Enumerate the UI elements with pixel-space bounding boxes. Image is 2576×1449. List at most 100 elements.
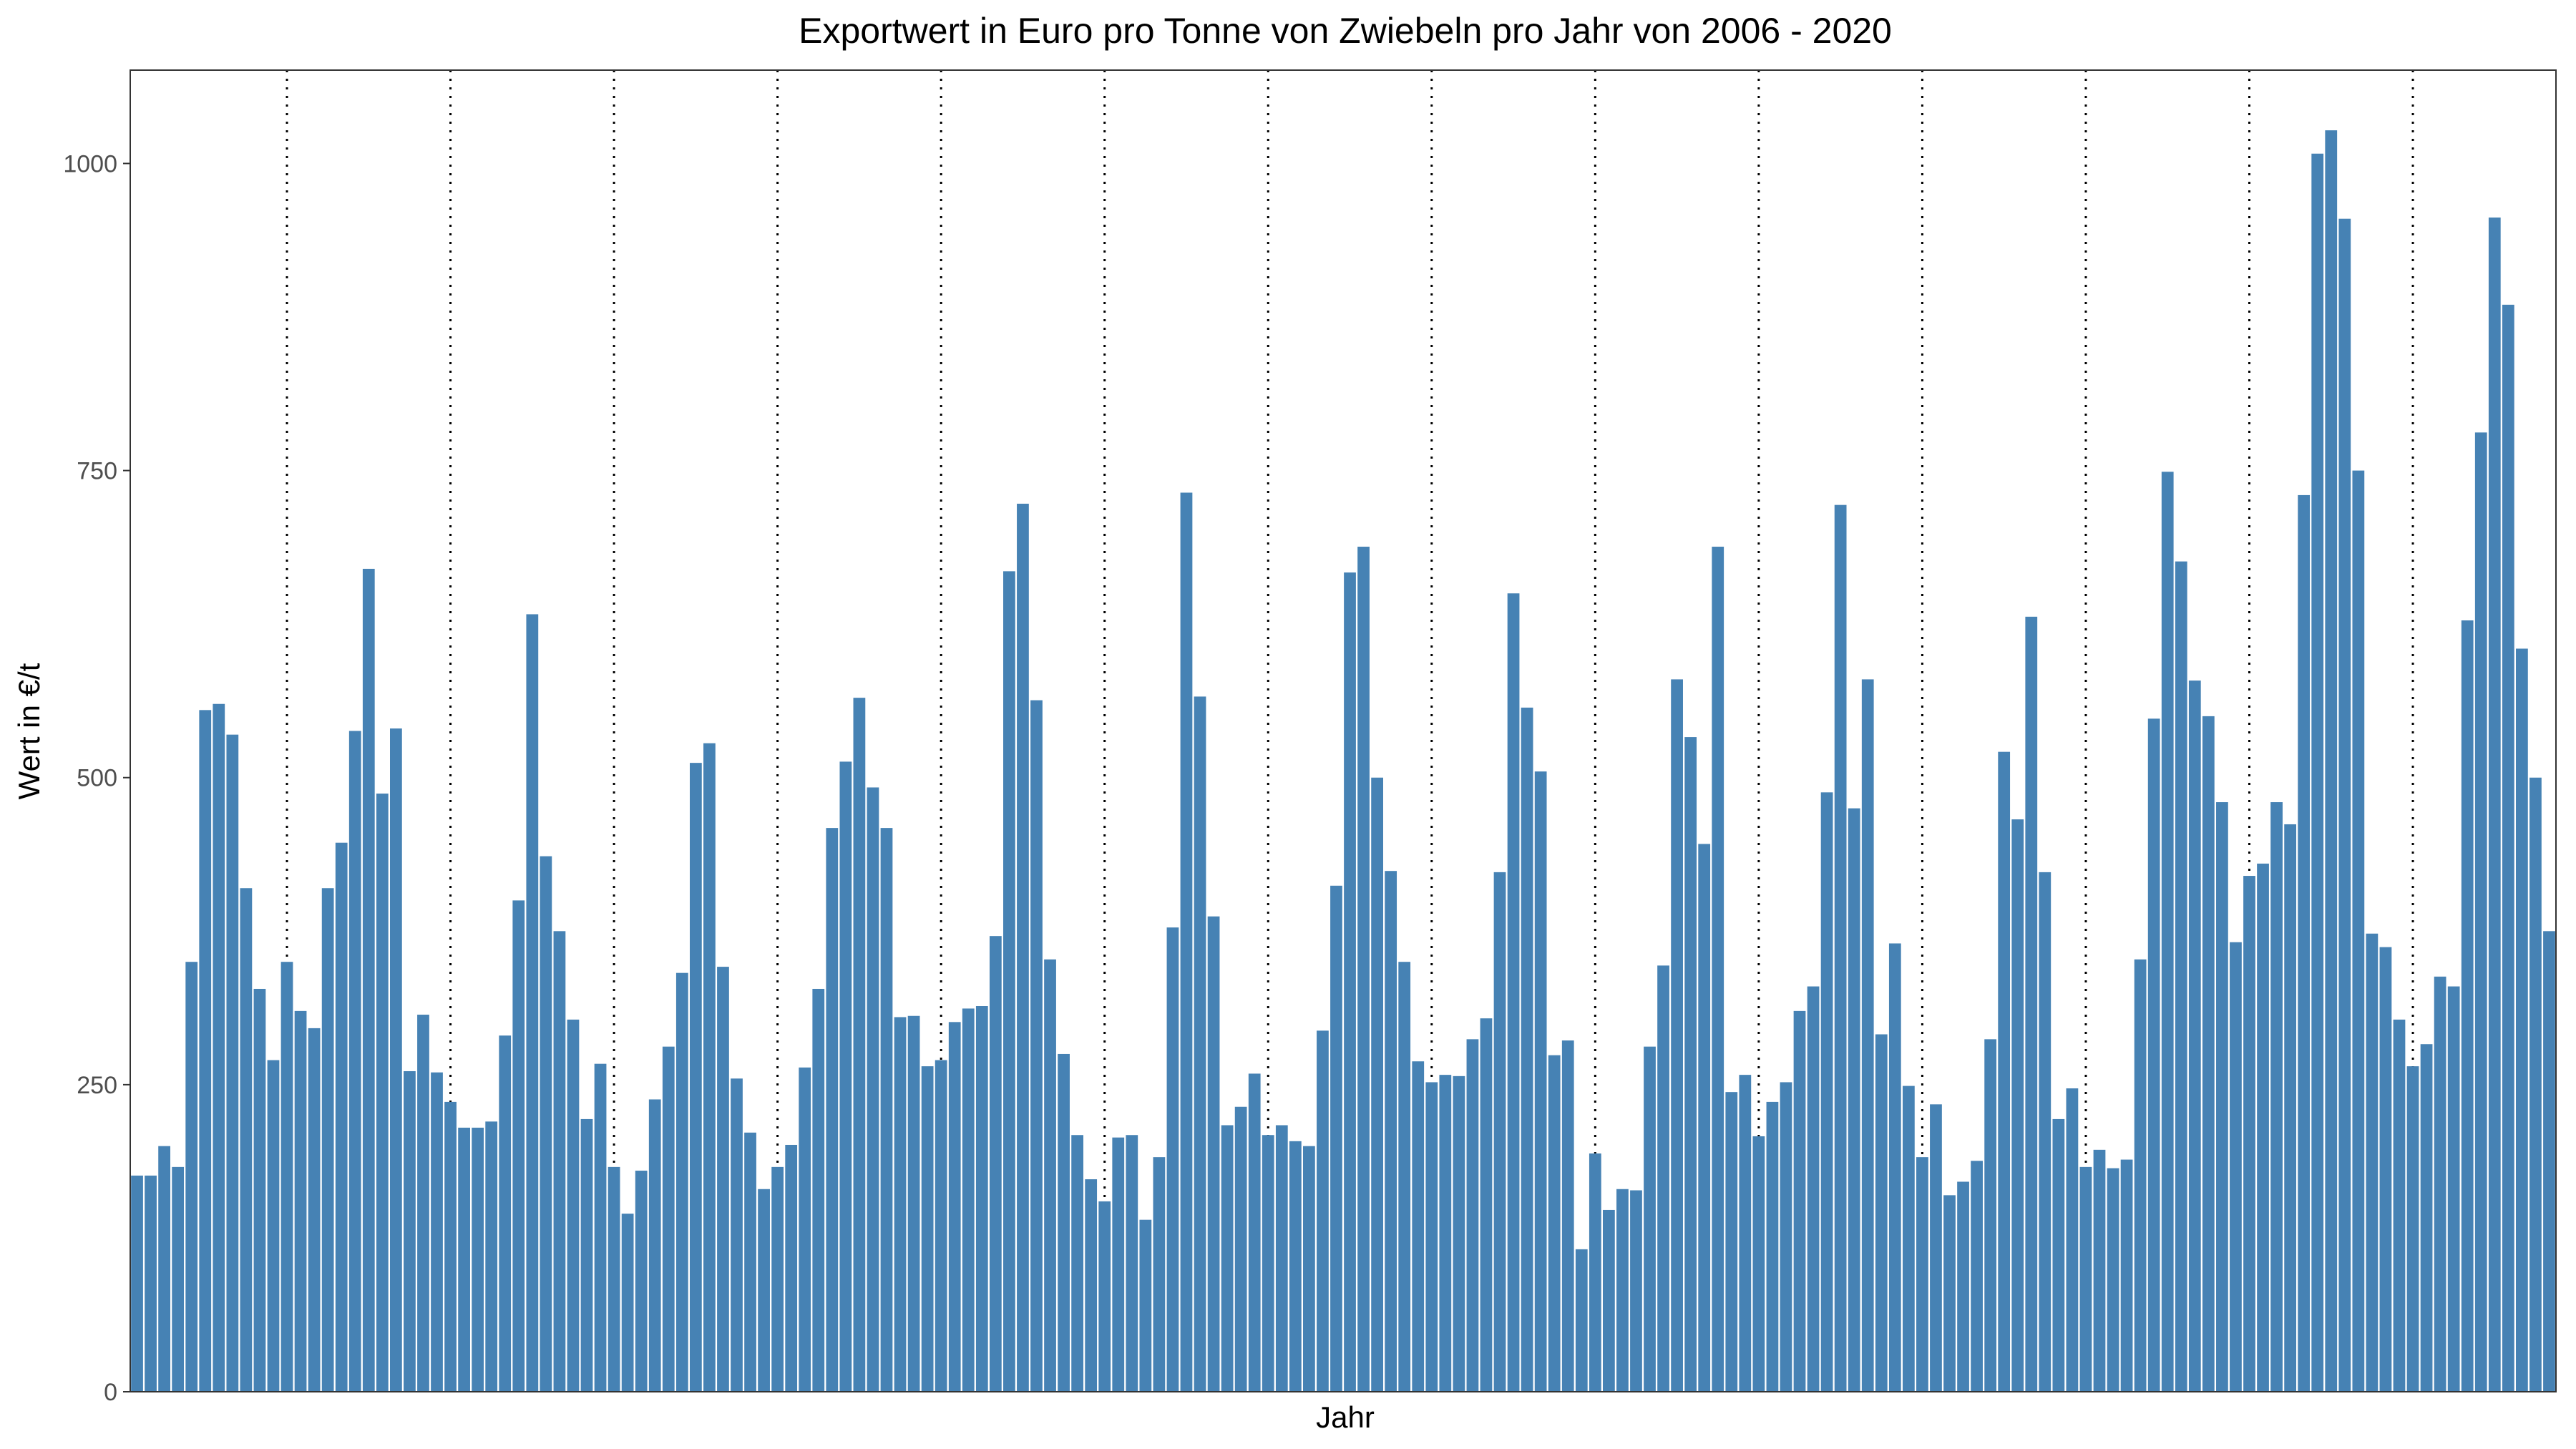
bar [1739,1075,1752,1392]
bar [1166,927,1179,1392]
bar [1957,1181,1969,1392]
bar [1221,1125,1234,1392]
bars [131,130,2555,1392]
bar [294,1010,307,1392]
bar [240,888,253,1392]
bar [948,1022,961,1392]
bar [962,1008,975,1392]
bar [1861,679,1874,1392]
bar [731,1078,743,1392]
bar [2147,718,2160,1392]
bar [580,1118,593,1392]
bar [675,972,688,1392]
bar [1834,504,1847,1392]
bar [867,787,879,1392]
bar [2379,947,2392,1392]
bar [2434,976,2446,1392]
bar [1289,1141,1302,1392]
y-axis-title: Wert in €/t [12,663,46,799]
bar [1425,1082,1438,1392]
bar [2230,942,2242,1392]
bar [1126,1135,1138,1392]
bar [1780,1082,1792,1392]
bar [880,828,893,1392]
bar [458,1127,470,1392]
bar [512,900,525,1392]
bar [785,1144,798,1392]
bar [826,828,839,1392]
bar [404,1070,416,1392]
bar [2025,616,2038,1392]
bar [1180,492,1193,1392]
bar [2298,494,2311,1392]
bar [1493,872,1506,1392]
bar [989,936,1002,1392]
bar [2270,802,2283,1392]
bar [2052,1118,2065,1392]
bar [2216,802,2228,1392]
bar [1943,1195,1956,1392]
bar [2502,304,2514,1392]
bar [2420,1044,2433,1392]
bar [1194,696,1206,1392]
x-axis-title: Jahr [1316,1400,1375,1434]
bar [744,1132,756,1392]
bar [1875,1034,1888,1392]
bar [1766,1101,1779,1392]
bar [1793,1010,1806,1392]
bar [376,794,389,1392]
chart-title: Exportwert in Euro pro Tonne von Zwiebel… [799,11,1892,51]
bar [417,1015,429,1392]
bar [2311,153,2324,1392]
bar [2107,1168,2119,1392]
bar [540,856,552,1392]
bar [1589,1153,1601,1392]
bar [1848,808,1860,1392]
bar [1303,1146,1315,1392]
bar [608,1166,620,1392]
bar [662,1046,675,1392]
bar [2284,824,2296,1392]
bar [1398,962,1411,1392]
bar [1234,1106,1247,1392]
bar [444,1101,457,1392]
bar [1984,1039,1997,1392]
bar [1820,792,1833,1392]
bar [1044,959,1056,1392]
bar [1344,572,1356,1392]
bar [280,962,293,1392]
bar [2243,876,2255,1392]
bar [1548,1055,1561,1392]
bar [2338,218,2351,1392]
bar [2393,1019,2406,1392]
bar [485,1121,498,1392]
bar [2461,620,2474,1392]
bar [894,1017,907,1392]
bar [1466,1039,1479,1392]
bar [321,888,334,1392]
bar [2488,217,2501,1392]
bar [2188,680,2201,1392]
bar [390,728,402,1392]
bar [648,1099,661,1392]
bar [308,1028,321,1392]
bar [431,1072,443,1392]
bar [1561,1040,1574,1392]
bar [1930,1104,1942,1392]
bar [1317,1030,1329,1392]
bar [2366,933,2379,1392]
y-tick-label: 500 [77,765,117,792]
bar [1752,1136,1765,1392]
bar [1248,1073,1261,1392]
bar [1684,737,1697,1392]
bar [594,1063,607,1392]
bar [1071,1135,1083,1392]
bar [703,743,716,1392]
bar [717,967,729,1392]
bar [771,1166,784,1392]
bar [1017,503,1029,1392]
bar [2516,648,2528,1392]
bar [2325,130,2338,1392]
bar [1003,571,1015,1392]
